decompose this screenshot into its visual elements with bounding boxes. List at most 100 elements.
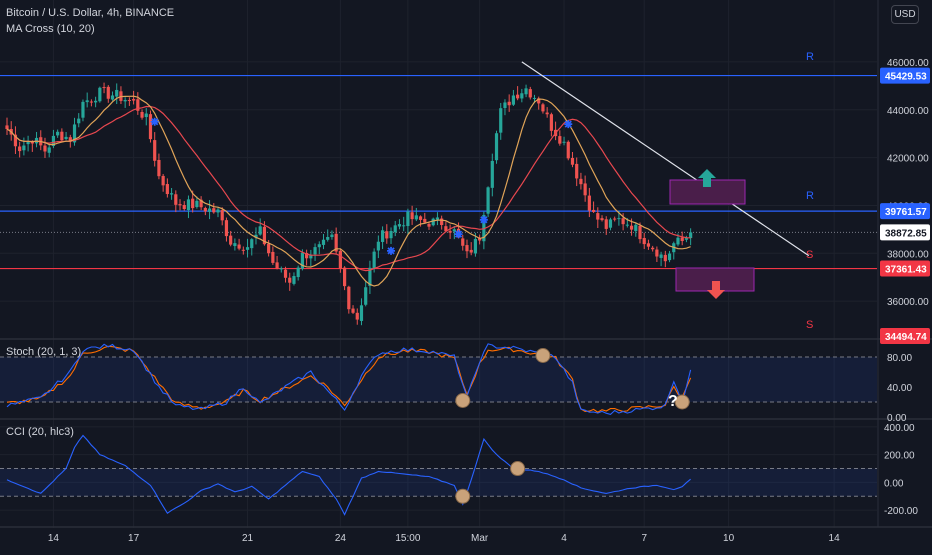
candle-body xyxy=(279,268,283,270)
candle-body xyxy=(452,229,456,232)
candle-body xyxy=(494,133,499,161)
stoch-line-pct-k xyxy=(6,343,692,416)
candle-body xyxy=(359,305,364,321)
candle-body xyxy=(486,187,490,214)
candle-body xyxy=(545,112,549,115)
candle-body xyxy=(334,233,338,252)
candle-body xyxy=(148,114,153,140)
candle-body xyxy=(389,231,393,239)
cci-tick-label-1: 200.00 xyxy=(884,451,915,462)
stoch-marker-1 xyxy=(535,348,551,363)
candle-body xyxy=(254,234,258,238)
candle-body xyxy=(575,163,579,179)
candle-body xyxy=(625,224,629,226)
candle-body xyxy=(72,124,77,143)
candle-body xyxy=(309,254,313,259)
x-tick-label-9: 14 xyxy=(829,533,841,544)
cci-band xyxy=(0,468,877,497)
stoch-band xyxy=(0,357,877,402)
level-label-0: R xyxy=(806,51,814,63)
candle-body xyxy=(161,175,165,186)
candle-body xyxy=(326,237,330,240)
candle-body xyxy=(68,137,72,142)
candle-body xyxy=(499,108,503,133)
candle-body xyxy=(380,230,385,242)
ma-cross-label: MA Cross (10, 20) xyxy=(6,23,95,35)
candle-body xyxy=(18,146,22,152)
price-tag-bg-4 xyxy=(880,328,930,344)
candle-body xyxy=(418,216,423,220)
price-tag-bg-2 xyxy=(880,224,930,241)
candle-body xyxy=(169,193,174,195)
candle-body xyxy=(608,219,613,228)
ma-fast-line xyxy=(6,95,691,287)
candle-body xyxy=(207,208,212,212)
candle-body xyxy=(115,89,119,97)
price-tick-label-5: 36000.00 xyxy=(887,297,929,308)
candle-body xyxy=(13,134,18,147)
candle-body xyxy=(77,118,81,124)
candle-body xyxy=(153,140,157,161)
candle-body xyxy=(482,214,486,242)
candle-body xyxy=(440,218,444,226)
candle-body xyxy=(663,254,667,262)
candle-body xyxy=(186,199,191,211)
price-tag-label-3: 37361.43 xyxy=(885,265,927,276)
level-label-3: S xyxy=(806,319,813,331)
candle-body xyxy=(275,262,279,269)
x-tick-label-8: 10 xyxy=(723,533,735,544)
candle-body xyxy=(178,204,182,206)
candles-group xyxy=(5,82,693,326)
x-tick-label-2: 21 xyxy=(242,533,254,544)
stoch-tick-label-1: 40.00 xyxy=(887,383,912,394)
candle-body xyxy=(127,99,131,101)
candle-body xyxy=(604,219,608,229)
ma-cross-marker-4 xyxy=(564,120,573,129)
candle-body xyxy=(676,237,680,245)
price-tag-label-2: 38872.85 xyxy=(885,228,927,239)
candle-body xyxy=(511,95,515,105)
cci-tick-label-2: 0.00 xyxy=(884,478,904,489)
candle-body xyxy=(402,225,406,227)
candle-body xyxy=(613,218,617,220)
candle-body xyxy=(368,267,372,286)
ma-cross-marker-0 xyxy=(150,117,159,126)
candle-body xyxy=(414,215,418,220)
candle-body xyxy=(288,277,292,283)
candle-body xyxy=(123,99,127,102)
candle-body xyxy=(596,213,600,220)
candle-body xyxy=(271,251,275,263)
candle-body xyxy=(427,223,431,227)
candle-body xyxy=(583,183,587,196)
candle-body xyxy=(659,254,663,258)
candle-body xyxy=(283,269,288,278)
candle-body xyxy=(317,244,321,248)
candle-body xyxy=(528,89,532,98)
x-tick-label-7: 7 xyxy=(641,533,647,544)
stoch-tick-label-0: 80.00 xyxy=(887,353,912,364)
candle-body xyxy=(473,238,478,254)
candle-body xyxy=(423,218,427,223)
candle-body xyxy=(600,218,604,221)
candle-body xyxy=(566,141,570,159)
candle-body xyxy=(558,136,562,144)
x-tick-label-0: 14 xyxy=(48,533,60,544)
x-tick-label-3: 24 xyxy=(335,533,347,544)
candle-body xyxy=(372,251,376,269)
candle-body xyxy=(300,252,304,269)
candle-body xyxy=(680,237,684,241)
question-annotation: ? xyxy=(668,393,678,410)
candle-body xyxy=(393,225,397,233)
candle-body xyxy=(60,131,64,141)
candle-body xyxy=(262,226,267,245)
candle-body xyxy=(376,241,380,251)
candle-body xyxy=(102,87,106,89)
currency-button[interactable]: USD xyxy=(891,5,919,24)
candle-body xyxy=(98,87,102,102)
candle-body xyxy=(258,226,262,235)
candle-body xyxy=(165,184,169,195)
candle-body xyxy=(313,247,317,255)
